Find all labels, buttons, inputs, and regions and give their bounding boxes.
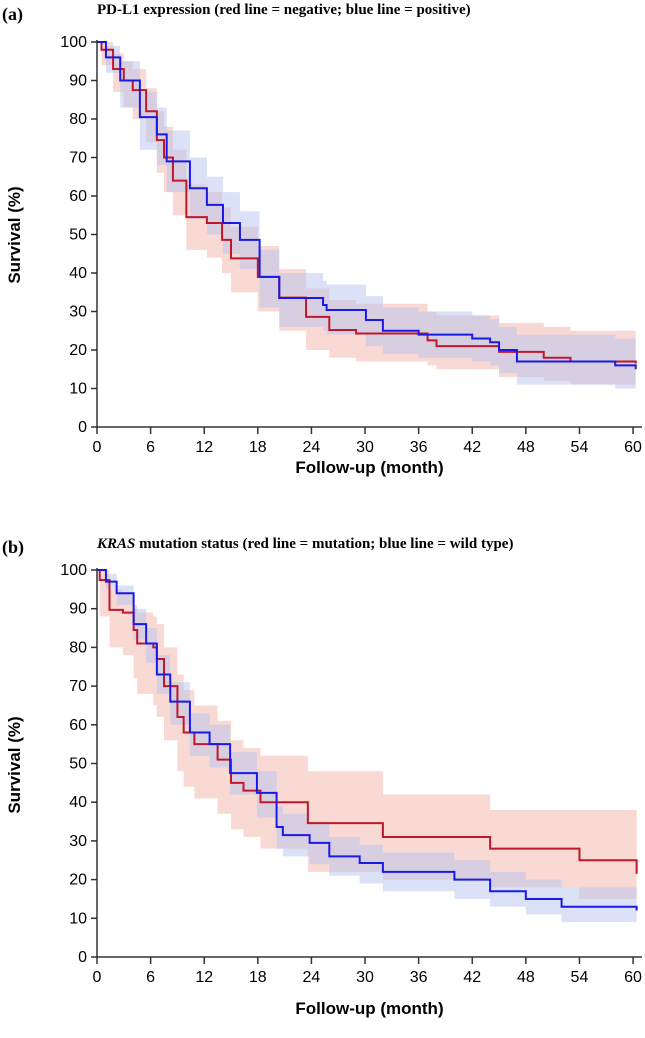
x-tick-label: 18: [249, 439, 267, 456]
y-tick-label: 80: [69, 639, 87, 656]
y-tick-label: 10: [69, 910, 87, 927]
y-tick-label: 30: [69, 833, 87, 850]
ci-band-positive: [97, 42, 636, 397]
x-tick-label: 30: [356, 969, 374, 986]
x-tick-label: 24: [303, 969, 321, 986]
panel-title: KRAS mutation status (red line = mutatio…: [96, 536, 513, 552]
y-tick-label: 100: [60, 562, 87, 579]
x-axis-label: Follow-up (month): [295, 458, 443, 477]
y-tick-label: 20: [69, 872, 87, 889]
ci-band-wild-type: [97, 570, 637, 930]
x-tick-label: 6: [146, 969, 155, 986]
x-tick-label: 36: [410, 439, 428, 456]
y-tick-label: 40: [69, 265, 87, 282]
y-tick-label: 100: [60, 34, 87, 51]
y-tick-label: 60: [69, 188, 87, 205]
y-tick-label: 90: [69, 601, 87, 618]
y-tick-label: 20: [69, 342, 87, 359]
y-axis-label: Survival (%): [5, 716, 24, 813]
x-tick-label: 30: [356, 439, 374, 456]
survival-line-positive: [97, 41, 637, 370]
y-tick-label: 50: [69, 227, 87, 244]
x-tick-label: 24: [303, 439, 321, 456]
x-tick-label: 0: [93, 439, 102, 456]
title-text: mutation status (red line = mutation; bl…: [135, 536, 513, 552]
x-tick-label: 54: [571, 439, 589, 456]
title-italic-part: KRAS: [96, 536, 135, 552]
y-tick-label: 0: [78, 949, 87, 966]
y-tick-label: 80: [69, 111, 87, 128]
survival-line-mutation: [97, 569, 638, 874]
x-tick-label: 12: [195, 969, 213, 986]
panel-label: (b): [2, 537, 24, 558]
x-tick-label: 48: [517, 439, 535, 456]
panel-title: PD-L1 expression (red line = negative; b…: [97, 2, 471, 18]
x-tick-label: 12: [195, 439, 213, 456]
x-tick-label: 0: [93, 969, 102, 986]
y-tick-label: 0: [78, 419, 87, 436]
survival-line-negative: [97, 41, 637, 364]
x-tick-label: 36: [410, 969, 428, 986]
y-tick-label: 60: [69, 717, 87, 734]
panel-a: (a) PD-L1 expression (red line = negative…: [2, 2, 642, 477]
y-tick-label: 90: [69, 73, 87, 90]
x-tick-label: 42: [463, 969, 481, 986]
y-axis-label: Survival (%): [5, 186, 24, 283]
panel-b: (b) KRAS mutation status (red line = muta…: [2, 536, 642, 1018]
y-tick-label: 70: [69, 678, 87, 695]
x-tick-label: 60: [624, 439, 642, 456]
y-tick-label: 70: [69, 150, 87, 167]
title-text: PD-L1 expression (red line = negative; b…: [97, 2, 471, 18]
y-tick-label: 10: [69, 381, 87, 398]
panel-label: (a): [2, 4, 23, 25]
y-tick-label: 50: [69, 756, 87, 773]
x-axis-label: Follow-up (month): [295, 999, 443, 1018]
survival-line-wild-type: [97, 569, 638, 911]
x-tick-label: 54: [571, 969, 589, 986]
y-tick-label: 30: [69, 304, 87, 321]
x-tick-label: 6: [146, 439, 155, 456]
ci-band-mutation: [97, 570, 637, 911]
x-tick-label: 60: [624, 969, 642, 986]
x-tick-label: 48: [517, 969, 535, 986]
x-tick-label: 18: [249, 969, 267, 986]
x-tick-label: 42: [463, 439, 481, 456]
y-tick-label: 40: [69, 794, 87, 811]
